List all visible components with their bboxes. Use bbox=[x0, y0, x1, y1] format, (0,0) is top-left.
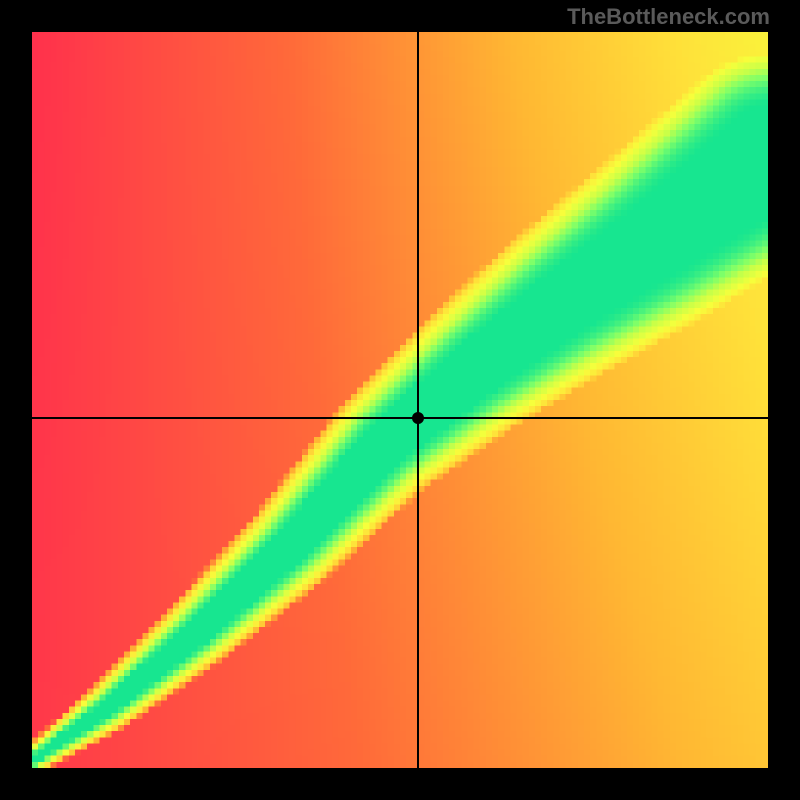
plot-area bbox=[32, 32, 768, 768]
chart-container: { "watermark": { "text": "TheBottleneck.… bbox=[0, 0, 800, 800]
watermark-text: TheBottleneck.com bbox=[567, 4, 770, 30]
marker-dot bbox=[412, 412, 424, 424]
crosshair-horizontal bbox=[32, 417, 768, 419]
heatmap-canvas bbox=[32, 32, 768, 768]
crosshair-vertical bbox=[417, 32, 419, 768]
